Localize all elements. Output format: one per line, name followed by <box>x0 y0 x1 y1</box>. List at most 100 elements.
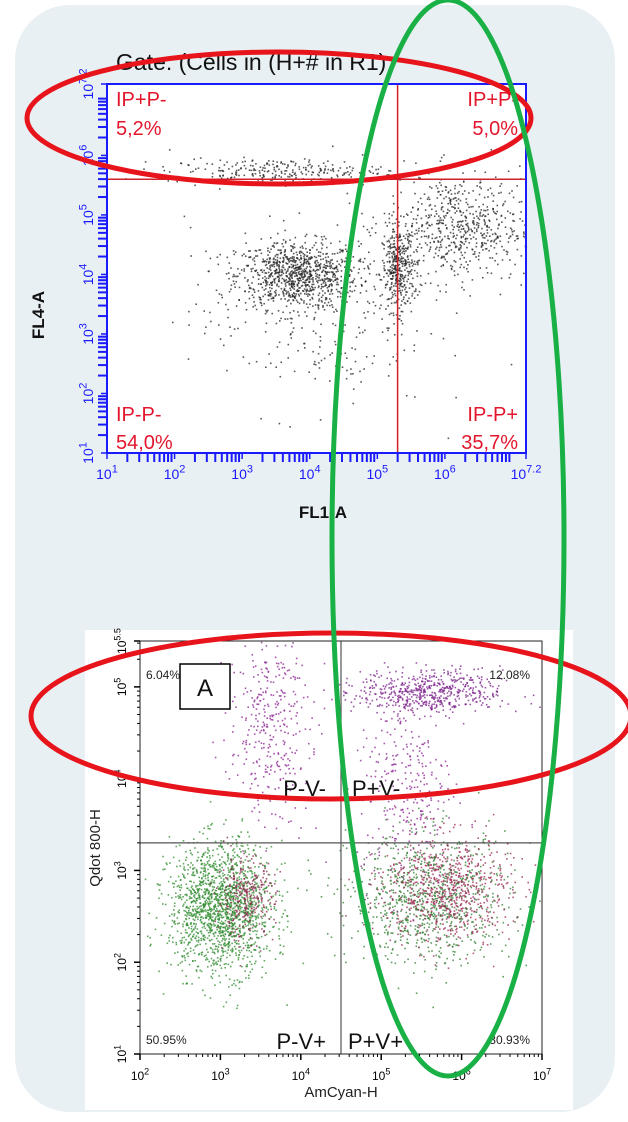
data-point <box>400 274 402 276</box>
data-point <box>216 964 218 966</box>
data-point <box>200 917 202 919</box>
data-point <box>429 250 431 252</box>
data-point <box>215 841 217 843</box>
data-point <box>434 887 436 889</box>
data-point <box>238 900 240 902</box>
data-point <box>208 880 210 882</box>
data-point <box>442 223 444 225</box>
data-point <box>169 862 171 864</box>
data-point <box>329 298 331 300</box>
data-point <box>409 287 411 289</box>
data-point <box>190 951 192 953</box>
data-point <box>426 236 428 238</box>
data-point <box>467 204 469 206</box>
data-point <box>234 328 236 330</box>
data-point <box>513 230 515 232</box>
data-point <box>478 792 480 794</box>
data-point <box>353 887 355 889</box>
data-point <box>449 202 451 204</box>
data-point <box>184 894 186 896</box>
data-point <box>309 286 311 288</box>
data-point <box>232 889 234 891</box>
data-point <box>200 860 202 862</box>
data-point <box>296 275 298 277</box>
data-point <box>389 222 391 224</box>
data-point <box>190 938 192 940</box>
data-point <box>472 249 474 251</box>
data-point <box>285 283 287 285</box>
data-point <box>399 240 401 242</box>
data-point <box>333 281 335 283</box>
data-point <box>225 889 227 891</box>
data-point <box>259 846 261 848</box>
data-point <box>213 923 215 925</box>
data-point <box>424 236 426 238</box>
data-point <box>454 252 456 254</box>
data-point <box>497 264 499 266</box>
data-point <box>458 221 460 223</box>
data-point <box>451 242 453 244</box>
data-point <box>421 230 423 232</box>
data-point <box>429 924 431 926</box>
data-point <box>245 925 247 927</box>
data-point <box>483 210 485 212</box>
data-point <box>303 265 305 267</box>
data-point <box>454 275 456 277</box>
data-point <box>236 940 238 942</box>
data-point <box>500 235 502 237</box>
data-point <box>176 846 178 848</box>
data-point <box>399 251 401 253</box>
data-point <box>448 250 450 252</box>
data-point <box>492 257 494 259</box>
data-point <box>393 312 395 314</box>
data-point <box>391 252 393 254</box>
data-point <box>398 988 400 990</box>
data-point <box>195 938 197 940</box>
data-point <box>361 285 363 287</box>
data-point <box>240 851 242 853</box>
data-point <box>492 896 494 898</box>
data-point <box>455 197 457 199</box>
data-point <box>189 896 191 898</box>
data-point <box>456 210 458 212</box>
data-point <box>295 273 297 275</box>
data-point <box>337 261 339 263</box>
data-point <box>443 211 445 213</box>
data-point <box>206 890 208 892</box>
data-point <box>177 917 179 919</box>
data-point <box>237 328 239 330</box>
data-point <box>149 945 151 947</box>
data-point <box>226 957 228 959</box>
data-point <box>352 167 354 169</box>
data-point <box>256 361 258 363</box>
data-point <box>487 214 489 216</box>
data-point <box>253 894 255 896</box>
x-tick-label-exponent: 2 <box>179 464 185 476</box>
data-point <box>249 893 251 895</box>
data-point <box>402 922 404 924</box>
data-point <box>219 894 221 896</box>
data-point <box>539 900 541 902</box>
data-point <box>237 1005 239 1007</box>
data-point <box>284 288 286 290</box>
data-point <box>473 926 475 928</box>
data-point <box>463 234 465 236</box>
data-point <box>385 905 387 907</box>
data-point <box>236 862 238 864</box>
data-point <box>330 262 332 264</box>
data-point <box>207 869 209 871</box>
data-point <box>239 982 241 984</box>
data-point <box>315 278 317 280</box>
data-point <box>343 902 345 904</box>
data-point <box>392 270 394 272</box>
data-point <box>230 922 232 924</box>
data-point <box>483 839 485 841</box>
data-point <box>201 867 203 869</box>
data-point <box>375 169 377 171</box>
data-point <box>399 285 401 287</box>
data-point <box>427 244 429 246</box>
data-point <box>327 885 329 887</box>
data-point <box>504 879 506 881</box>
data-point <box>231 173 233 175</box>
data-point <box>512 887 514 889</box>
